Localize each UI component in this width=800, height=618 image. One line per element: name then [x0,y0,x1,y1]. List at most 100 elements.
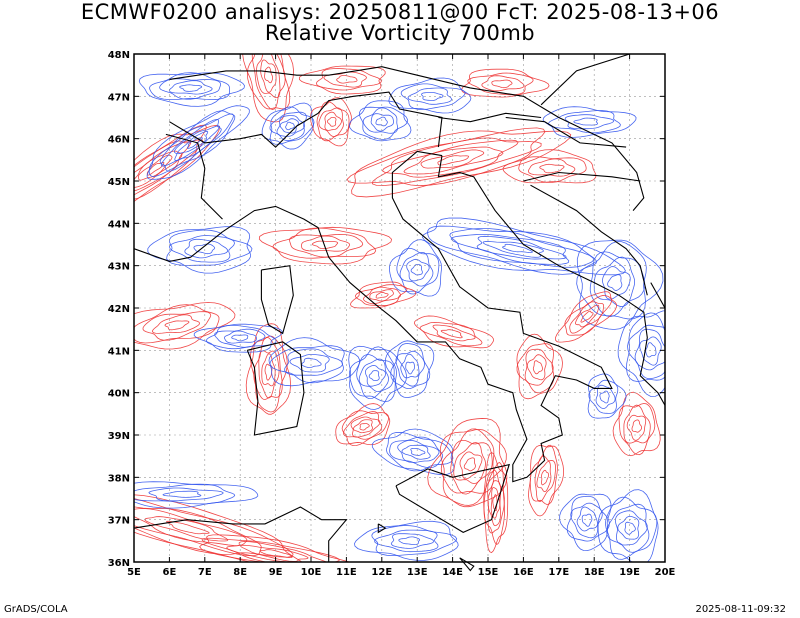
positive-vorticity-contour [353,419,373,434]
positive-vorticity-contour [134,494,309,562]
longitude-label: 20E [655,567,676,578]
positive-vorticity-contour [372,137,542,186]
negative-vorticity-contour [162,490,202,498]
longitude-label: 17E [548,567,569,578]
negative-vorticity-contour [476,235,567,260]
negative-vorticity-contour [269,106,315,145]
negative-vorticity-contour [588,379,619,414]
positive-vorticity-contour [201,537,340,562]
positive-vorticity-contour [272,227,377,259]
positive-vorticity-contour [134,124,207,205]
positive-vorticity-contour [369,289,394,302]
latitude-label: 41N [108,346,130,357]
negative-vorticity-contour [186,137,203,149]
negative-vorticity-contour [159,78,222,100]
negative-vorticity-contour [401,444,431,460]
longitude-label: 10E [301,567,322,578]
longitude-label: 8E [233,567,247,578]
negative-vorticity-contour [276,115,306,137]
negative-vorticity-contour [397,439,440,463]
positive-vorticity-contour [459,451,483,480]
positive-vorticity-contour [440,329,463,339]
positive-vorticity-contour [419,322,483,347]
negative-vorticity-contour [421,92,444,101]
positive-vorticity-contour [261,353,276,387]
longitude-label: 5E [127,567,141,578]
negative-vorticity-contour [374,529,439,553]
positive-vorticity-contour [346,127,546,187]
positive-vorticity-contour [623,404,651,444]
negative-vorticity-contour [599,390,610,404]
positive-vorticity-contour [355,284,408,306]
negative-vorticity-contour [400,83,466,110]
negative-vorticity-contour [581,513,593,527]
positive-vorticity-contour [483,462,506,545]
negative-vorticity-contour [450,233,570,265]
negative-vorticity-contour [399,251,434,287]
longitude-label: 7E [198,567,212,578]
negative-vorticity-contour [193,323,283,353]
longitude-label: 13E [407,567,428,578]
chart-subtitle: Relative Vorticity 700mb [264,21,536,45]
negative-vorticity-contour [146,105,250,180]
negative-vorticity-contour [627,324,665,379]
negative-vorticity-contour [614,510,648,546]
positive-vorticity-contour [309,97,352,147]
positive-vorticity-contour [134,304,220,344]
positive-vorticity-contour [242,54,295,123]
positive-vorticity-contour [336,75,358,84]
longitude-label: 19E [619,567,640,578]
positive-vorticity-contour [226,541,331,562]
positive-vorticity-contour [341,410,390,447]
negative-vorticity-contour [398,536,421,545]
chart-title: ECMWF0200 analisys: 20250811@00 FcT: 202… [80,0,720,24]
positive-vorticity-contour [569,301,605,334]
positive-vorticity-contour [324,111,342,131]
latitude-label: 47N [108,92,130,103]
negative-vorticity-contour [593,256,636,307]
negative-vorticity-contour [179,84,203,92]
positive-vorticity-contour [298,65,386,95]
negative-vorticity-contour [168,235,235,263]
positive-vorticity-contour [134,504,262,557]
negative-vorticity-contour [138,72,245,107]
negative-vorticity-contour [502,243,534,253]
positive-vorticity-contour [420,149,485,169]
negative-vorticity-contour [269,111,307,142]
negative-vorticity-contour [362,107,399,134]
negative-vorticity-contour [559,493,612,552]
positive-vorticity-contour [250,335,288,413]
positive-vorticity-contour [335,403,391,446]
positive-vorticity-contour [541,469,550,486]
longitude-label: 9E [269,567,283,578]
negative-vorticity-contour [148,110,236,177]
footer-timestamp: 2025-08-11-09:32 [695,604,786,615]
positive-vorticity-contour [359,423,370,431]
axis-ticks [133,53,666,563]
negative-vorticity-contour [184,238,229,259]
positive-vorticity-contour [258,350,280,399]
longitude-label: 18E [584,567,605,578]
positive-vorticity-contour [437,155,470,166]
negative-vorticity-contour [269,345,345,384]
coastline-segment [246,341,305,436]
negative-vorticity-contour [624,521,636,535]
positive-vorticity-contour [502,149,597,184]
negative-vorticity-contour [406,258,430,282]
negative-vorticity-contour [301,357,322,368]
positive-vorticity-contour [483,452,509,554]
positive-vorticity-contour [526,354,547,381]
negative-vorticity-contour [214,328,266,348]
latitude-label: 40N [108,389,130,400]
positive-vorticity-contour [450,439,493,495]
positive-vorticity-contour [427,418,508,508]
negative-vorticity-contour [395,350,425,387]
coastline-segment [377,523,387,534]
positive-vorticity-contour [251,54,286,110]
positive-vorticity-contour [439,429,507,506]
negative-vorticity-contour [427,225,597,275]
positive-vorticity-contour [142,311,212,341]
coastline-segment [530,184,648,296]
negative-vorticity-contour [589,251,646,317]
